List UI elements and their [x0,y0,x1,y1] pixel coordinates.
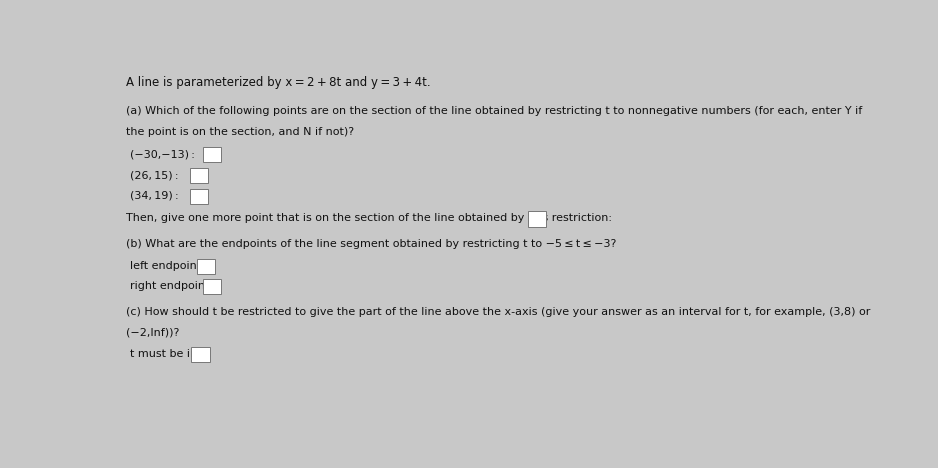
FancyBboxPatch shape [203,279,221,294]
Text: (26, 15) :: (26, 15) : [130,170,179,180]
FancyBboxPatch shape [203,147,221,162]
FancyBboxPatch shape [189,168,208,183]
Text: A line is parameterized by x = 2 + 8t and y = 3 + 4t.: A line is parameterized by x = 2 + 8t an… [126,76,431,89]
FancyBboxPatch shape [191,347,209,363]
Text: (−2,Inf))?: (−2,Inf))? [126,328,179,337]
FancyBboxPatch shape [197,259,216,274]
Text: left endpoint :: left endpoint : [130,261,207,271]
FancyBboxPatch shape [528,212,546,227]
Text: (a) Which of the following points are on the section of the line obtained by res: (a) Which of the following points are on… [126,106,862,116]
Text: (34, 19) :: (34, 19) : [130,191,179,201]
Text: the point is on the section, and N if not)?: the point is on the section, and N if no… [126,127,355,137]
FancyBboxPatch shape [189,189,208,204]
Text: (c) How should t be restricted to give the part of the line above the x-axis (gi: (c) How should t be restricted to give t… [126,307,870,317]
Text: t must be in :: t must be in : [130,349,204,359]
Text: right endpoint :: right endpoint : [130,281,216,291]
Text: Then, give one more point that is on the section of the line obtained by this re: Then, give one more point that is on the… [126,213,612,223]
Text: (−30,−13) :: (−30,−13) : [130,149,195,159]
Text: (b) What are the endpoints of the line segment obtained by restricting t to −5 ≤: (b) What are the endpoints of the line s… [126,239,616,249]
